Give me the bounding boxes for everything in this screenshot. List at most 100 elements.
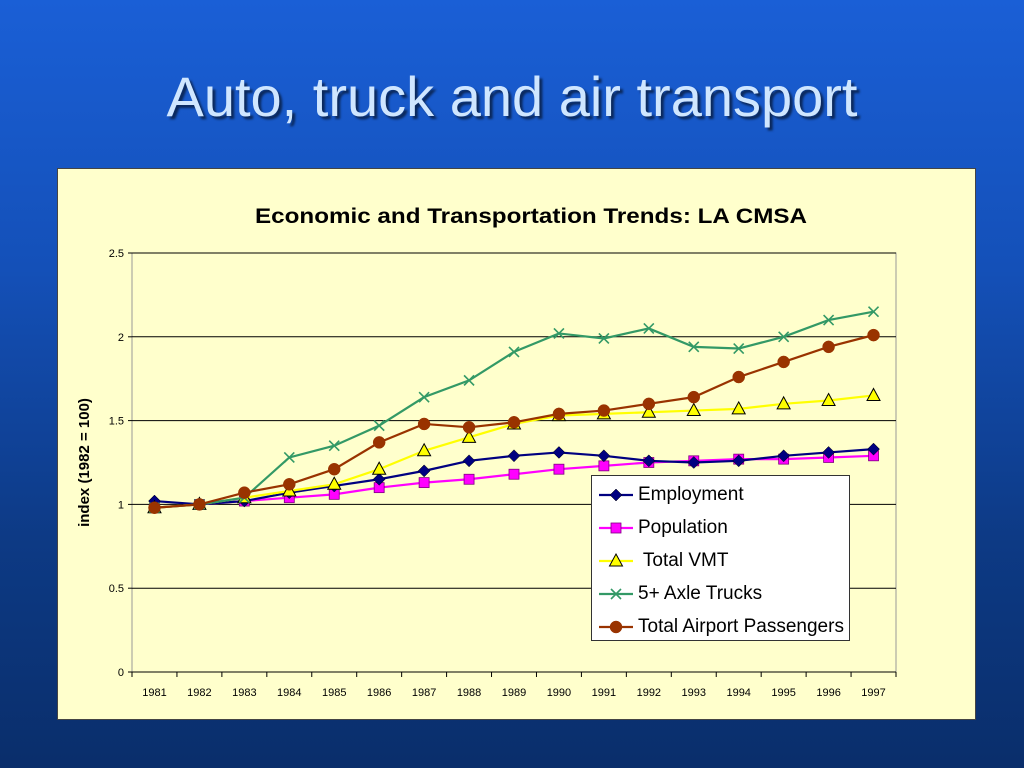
x-tick-label: 1997 [861,687,885,699]
legend-marker [610,522,622,534]
data-point [328,440,340,452]
data-point [461,429,477,443]
data-point [822,340,835,354]
data-point [416,442,432,457]
legend-label: 5+ Axle Trucks [638,583,763,604]
data-point [283,451,295,464]
data-point [553,327,565,340]
legend-swatch [599,522,633,534]
legend-marker [610,588,622,600]
data-point [373,420,385,432]
x-tick-label: 1987 [412,687,436,699]
legend-marker [609,488,623,502]
x-tick-label: 1995 [771,687,795,699]
data-point [641,404,657,418]
data-point [372,436,386,449]
data-point [418,477,430,489]
data-point [507,449,521,463]
x-tick-label: 1984 [277,687,301,699]
data-point [371,461,387,475]
data-point [193,498,206,511]
data-point [867,328,880,342]
data-point [462,454,476,468]
legend-item: Employment [592,480,849,510]
data-point [778,331,790,343]
chart-area: Economic and Transportation Trends: LA C… [57,168,976,720]
data-point [733,342,745,355]
legend-swatch [599,552,633,567]
data-point [643,322,655,334]
legend-marker [608,552,624,567]
data-point [597,404,611,417]
x-tick-label: 1986 [367,687,391,699]
legend-swatch [599,620,633,634]
legend-marker [609,620,623,634]
data-point [508,346,520,358]
x-tick-label: 1981 [142,687,166,699]
x-tick-label: 1992 [637,687,661,699]
slide-title: Auto, truck and air transport [166,65,858,128]
x-tick-label: 1989 [502,687,526,699]
data-point [462,421,476,434]
data-point [821,392,836,406]
data-point [776,395,791,410]
chart-title: Economic and Transportation Trends: LA C… [255,205,807,228]
x-tick-label: 1988 [457,687,481,699]
data-point [777,355,790,369]
x-tick-label: 1996 [816,687,840,699]
data-point [507,416,521,429]
y-tick-label: 2 [118,332,124,344]
data-point [642,454,656,468]
data-point [867,442,880,456]
data-point [688,341,700,353]
legend-item: Total VMT [592,546,849,576]
legend-item: 5+ Axle Trucks [592,579,849,609]
y-tick-label: 2.5 [109,248,124,260]
x-tick-label: 1990 [547,687,571,699]
data-point [283,478,296,491]
data-point [463,374,475,386]
data-point [552,446,566,459]
data-point [731,400,747,415]
data-point [687,390,701,404]
data-point [552,407,566,421]
data-point [732,370,745,384]
data-point [598,332,610,345]
y-tick-label: 0 [118,667,124,679]
data-point [686,402,702,417]
legend-item: Total Airport Passengers [592,612,849,642]
data-point [553,463,565,475]
data-point [417,464,431,478]
data-point [642,397,656,411]
y-tick-label: 1 [118,499,124,511]
data-point [598,460,610,472]
y-tick-label: 0.5 [109,583,124,595]
data-point [418,391,430,403]
legend-swatch [599,488,633,502]
data-point [777,449,791,463]
data-point [417,417,431,431]
x-tick-label: 1994 [726,687,750,699]
legend-label: Population [638,517,728,538]
data-point [508,468,520,480]
data-point [823,314,835,326]
y-tick-label: 1.5 [109,416,124,428]
series-5-axle-trucks [148,306,880,514]
legend-label: Total Airport Passengers [638,616,844,637]
x-tick-label: 1991 [592,687,616,699]
data-point [867,306,880,318]
data-point [326,476,342,490]
legend-swatch [599,588,633,600]
data-point [148,501,161,515]
data-point [597,449,611,463]
data-point [372,472,386,486]
y-axis-label: index (1982 = 100) [76,398,93,527]
data-point [327,462,341,476]
data-point [822,446,835,459]
data-point [238,486,251,499]
x-tick-label: 1982 [187,687,211,699]
data-point [463,473,475,485]
legend-label: Employment [638,484,744,505]
data-point [732,454,746,468]
legend-item: Population [592,513,849,543]
